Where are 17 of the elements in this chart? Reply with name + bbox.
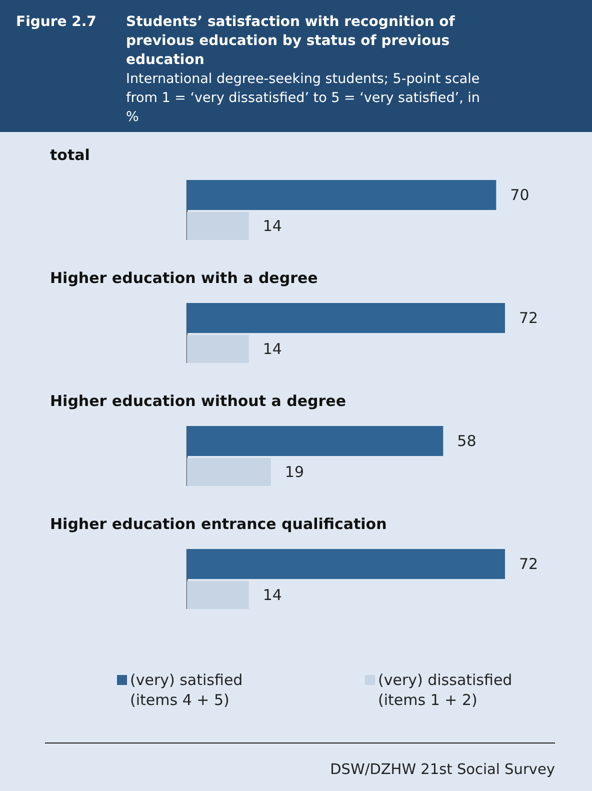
data-label: 72: [519, 309, 538, 327]
chart-title: Figure 2.7 Students’ satisfaction with recognition of previous education by status of previous education: [16, 14, 455, 68]
y-tick-label: total: [50, 146, 90, 164]
data-label: 14: [262, 340, 282, 358]
data-label: 70: [510, 186, 530, 204]
y-tick-label: Higher education without a degree: [50, 392, 346, 410]
data-label: 19: [284, 463, 304, 481]
legend-label: (very) satisfied (items 4 + 5): [130, 671, 243, 709]
legend-label: (very) dissatisfied (items 1 + 2): [378, 671, 512, 709]
data-label: 14: [262, 586, 282, 604]
y-tick-label: Higher education entrance qualification: [50, 515, 387, 533]
text: DSW/DZHW 21st Social Survey: [330, 762, 556, 778]
data-label: 14: [262, 217, 282, 235]
data-label: 72: [519, 555, 538, 573]
data-label: 58: [457, 432, 476, 450]
y-tick-label: Higher education with a degree: [50, 269, 318, 287]
chart-subtitle: International degree-seeking students; 5-point scale from 1 = ‘very dissatisfied’ to 5 = ‘very satisfied’, in %: [126, 71, 480, 125]
